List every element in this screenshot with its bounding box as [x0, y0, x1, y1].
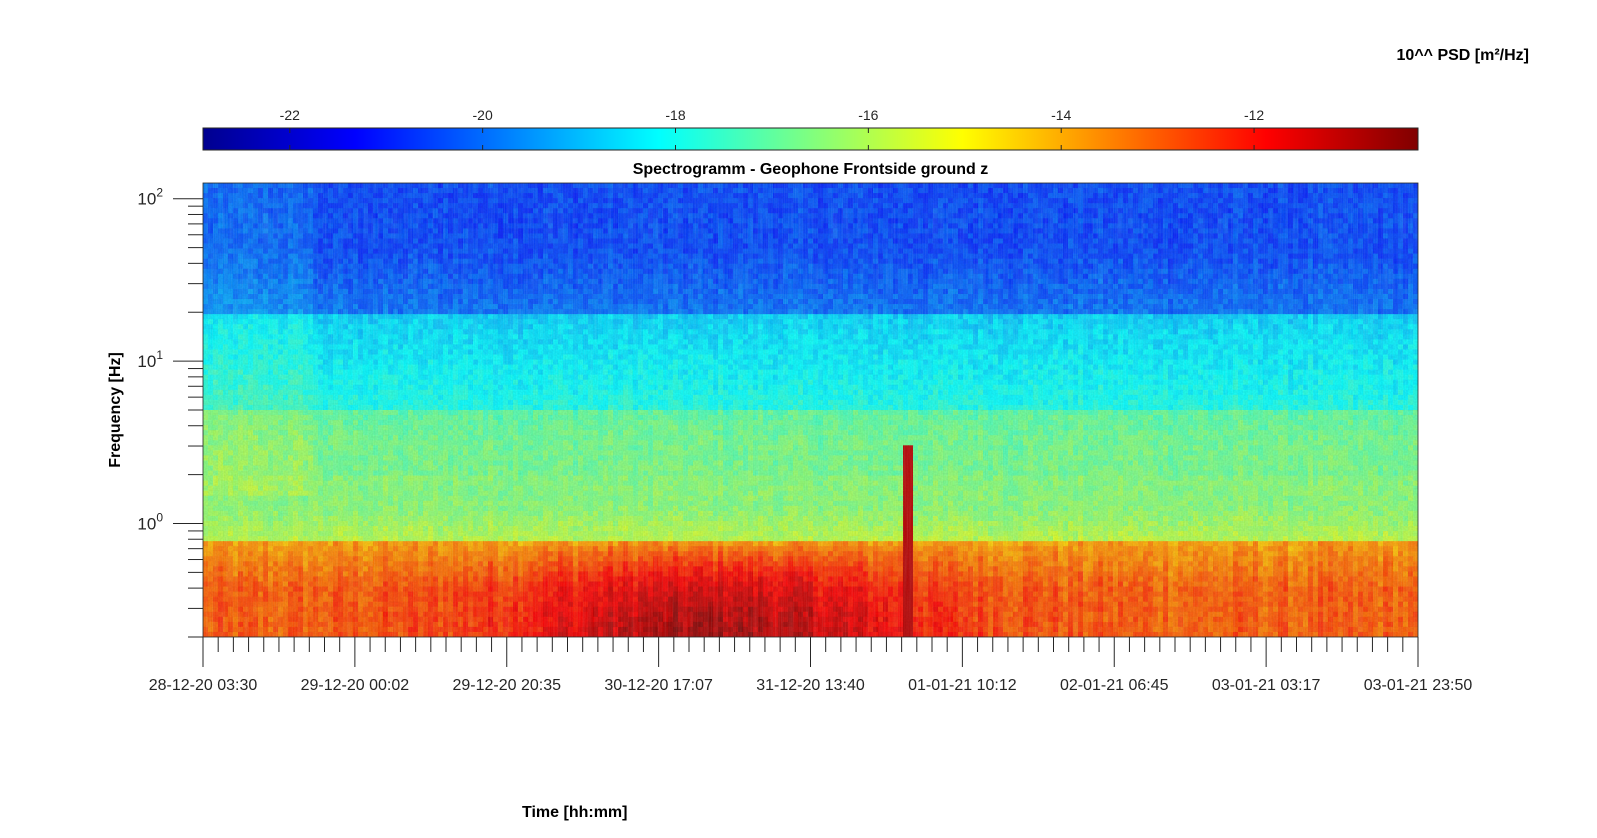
colorbar-tick-label: -22	[280, 107, 300, 123]
colorbar-gradient	[202, 127, 1419, 151]
colorbar-tick-label: -18	[665, 107, 685, 123]
colorbar-tick-label: -14	[1051, 107, 1071, 123]
spectrogram-heatmap	[203, 183, 1418, 637]
colorbar-ticks: -22 -20 -18 -16 -14 -12	[280, 107, 1264, 150]
spectrogram-plot: Spectrogramm - Geophone Frontside ground…	[202, 161, 1419, 638]
colorbar: -22 -20 -18 -16 -14 -12	[202, 107, 1419, 151]
colorbar-tick-label: -20	[473, 107, 493, 123]
colorbar-tick-label: -16	[858, 107, 878, 123]
colorbar-tick-label: -12	[1244, 107, 1264, 123]
